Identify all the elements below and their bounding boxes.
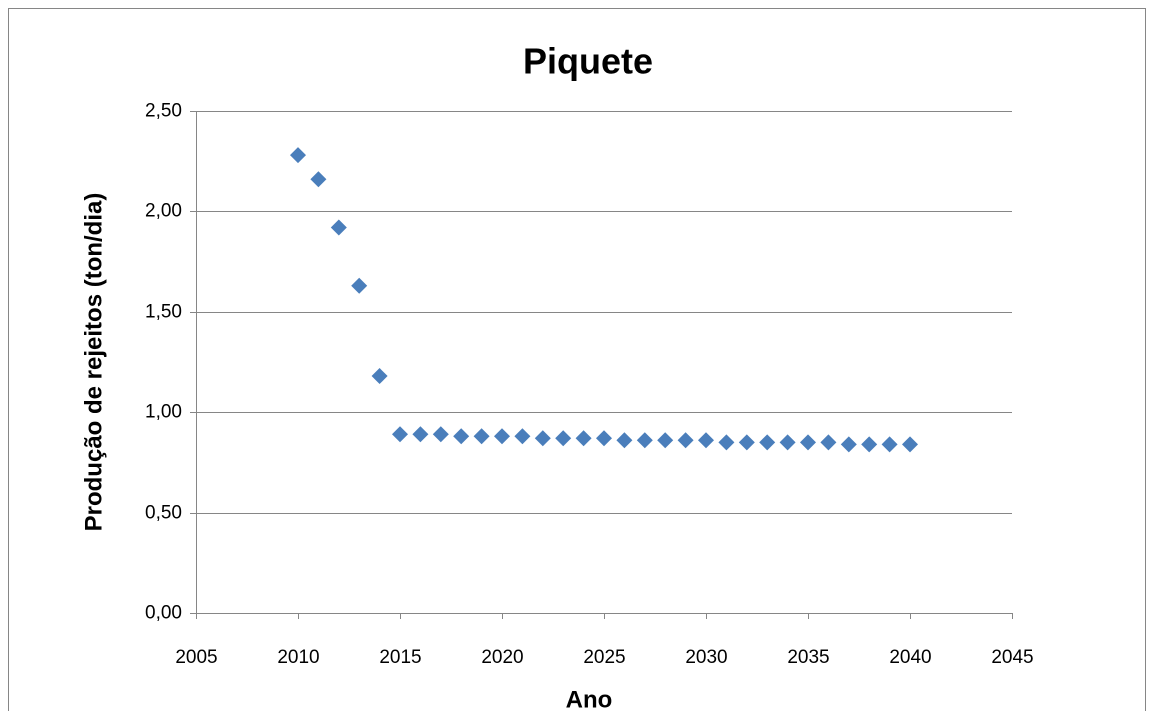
y-tick-label: 1,50 [145, 302, 182, 323]
chart-frame [8, 8, 1146, 711]
data-point [514, 428, 531, 445]
chart-title: Piquete [523, 41, 653, 82]
data-point [718, 434, 735, 451]
y-tick-label: 0,50 [145, 503, 182, 524]
data-point [636, 432, 653, 449]
data-point [779, 434, 796, 451]
data-point [534, 430, 551, 447]
x-tick-label: 2015 [379, 647, 421, 668]
data-point [840, 436, 857, 453]
x-tick-label: 2040 [889, 647, 931, 668]
data-point [657, 432, 674, 449]
data-point [290, 147, 306, 164]
data-point [310, 171, 327, 188]
y-tick-label: 0,00 [145, 603, 182, 624]
data-point [371, 368, 388, 385]
x-tick-label: 2010 [277, 647, 319, 668]
y-axis-label: Produção de rejeitos (ton/dia) [80, 193, 107, 532]
y-tick-label: 2,50 [145, 101, 182, 122]
data-point [432, 426, 449, 443]
data-point [820, 434, 837, 451]
data-point [412, 426, 429, 443]
x-axis-label: Ano [566, 686, 613, 711]
x-tick-label: 2005 [175, 647, 217, 668]
data-point [800, 434, 816, 451]
data-point [698, 432, 714, 449]
data-point [677, 432, 694, 449]
data-point [596, 430, 612, 447]
x-tick-label: 2035 [787, 647, 829, 668]
data-point [902, 436, 918, 453]
data-point [392, 426, 408, 443]
data-point [453, 428, 470, 445]
data-point [351, 277, 368, 294]
x-tick-label: 2045 [991, 647, 1033, 668]
data-point [473, 428, 490, 445]
data-point [881, 436, 898, 453]
y-tick-label: 2,00 [145, 201, 182, 222]
data-point [861, 436, 878, 453]
x-tick-label: 2020 [481, 647, 523, 668]
data-point [575, 430, 592, 447]
data-point [616, 432, 633, 449]
x-tick-label: 2025 [583, 647, 625, 668]
data-point [330, 219, 347, 236]
data-point [759, 434, 776, 451]
data-point [494, 428, 510, 445]
x-tick-label: 2030 [685, 647, 727, 668]
data-point [738, 434, 755, 451]
y-tick-label: 1,00 [145, 402, 182, 423]
data-point [555, 430, 572, 447]
